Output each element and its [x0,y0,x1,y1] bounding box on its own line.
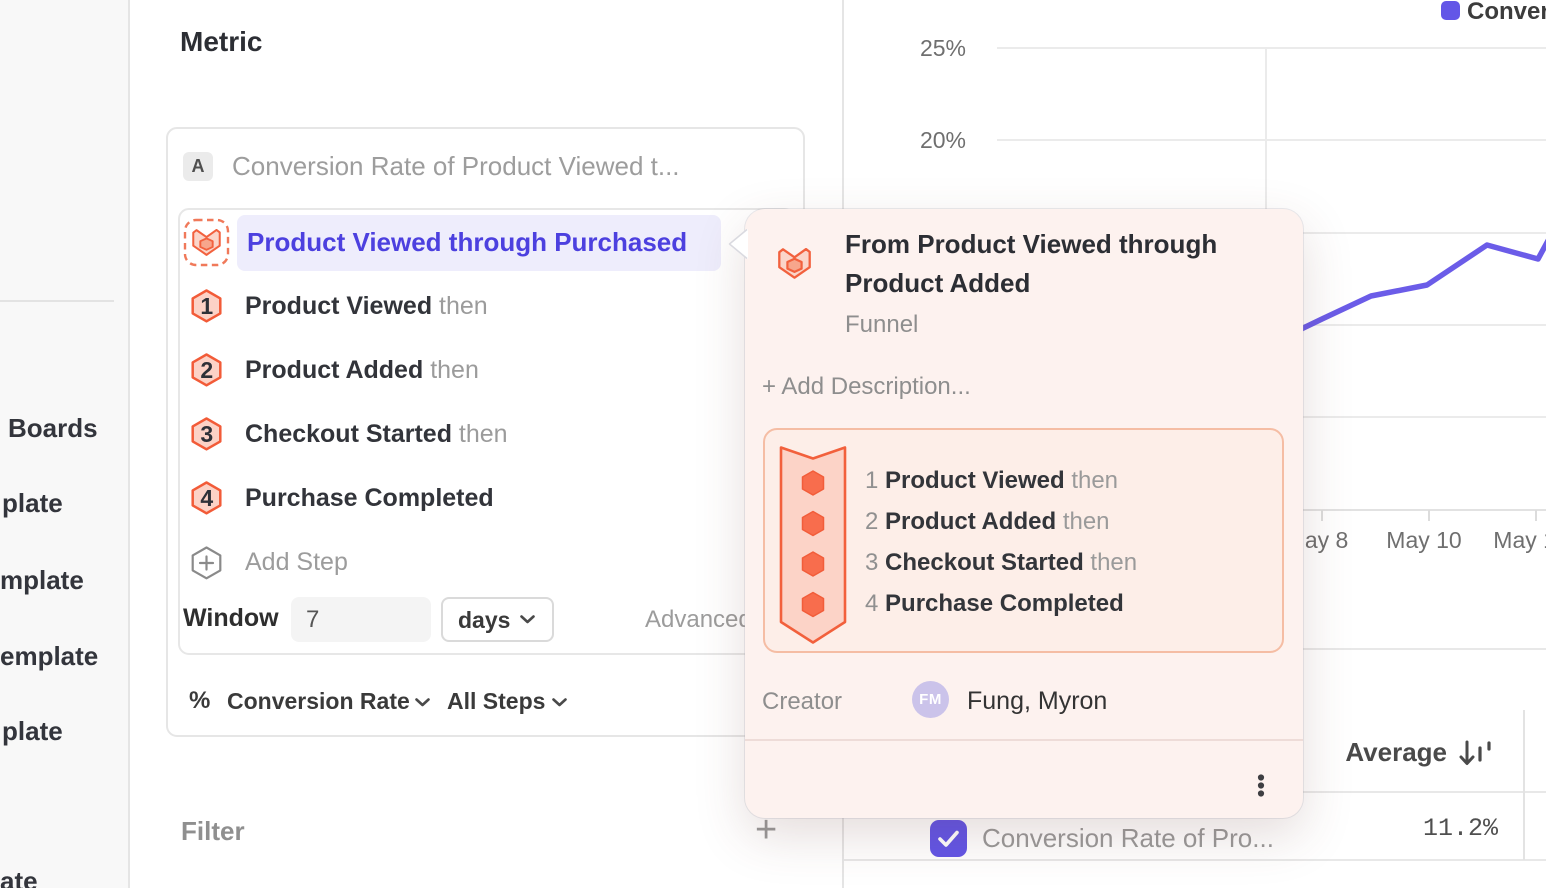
svg-text:4: 4 [200,485,213,511]
svg-text:3: 3 [200,421,213,447]
svg-text:1: 1 [200,293,213,319]
svg-text:2: 2 [200,357,213,383]
